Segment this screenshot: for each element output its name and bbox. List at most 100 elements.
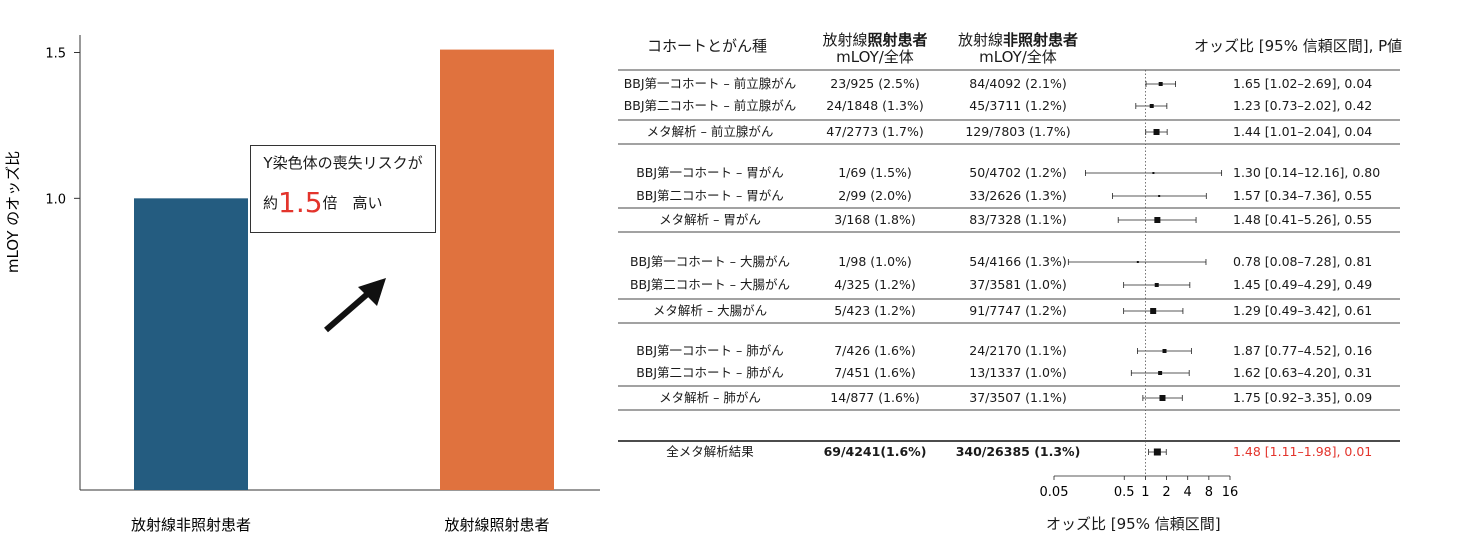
row-nonirradiated: 91/7747 (1.2%) xyxy=(969,303,1067,318)
x-tick-labels: 放射線非照射患者 放射線照射患者 xyxy=(131,516,550,534)
row-label: BBJ第一コホート – 前立腺がん xyxy=(623,76,797,91)
point-estimate xyxy=(1158,371,1163,375)
row-label: メタ解析 – 肺がん xyxy=(659,390,761,405)
callout-suffix: 倍 高い xyxy=(322,194,383,212)
row-label: BBJ第二コホート – 胃がん xyxy=(636,188,784,203)
row-odds-ratio: 1.29 [0.49–3.42], 0.61 xyxy=(1233,303,1373,318)
callout-line2: 約1.5倍 高い xyxy=(263,186,383,219)
ci-row-6 xyxy=(1117,217,1197,223)
header-nonirradiated-bold: 非照射患者 xyxy=(1003,31,1079,49)
row-nonirradiated: 37/3581 (1.0%) xyxy=(969,277,1067,292)
ci-row-3 xyxy=(1145,129,1168,135)
point-estimate xyxy=(1158,195,1161,197)
callout-line1: Y染色体の喪失リスクが xyxy=(263,154,423,172)
point-estimate xyxy=(1162,349,1167,353)
ci-row-5 xyxy=(1112,193,1207,199)
x-tick-label: 2 xyxy=(1162,485,1170,500)
header-nonirradiated-pre: 放射線 xyxy=(957,31,1003,49)
forest-plot: コホートとがん種 放射線照射患者 mLOY/全体 放射線非照射患者 mLOY/全… xyxy=(600,0,1473,539)
x-tick-label: 1 xyxy=(1141,485,1149,500)
total-irradiated: 69/4241(1.6%) xyxy=(823,444,927,459)
row-odds-ratio: 1.23 [0.73–2.02], 0.42 xyxy=(1233,98,1373,113)
header-irradiated-sub: mLOY/全体 xyxy=(836,48,914,66)
point-estimate xyxy=(1158,82,1163,86)
x-tick-label: 放射線非照射患者 xyxy=(131,516,251,534)
x-axis-title: オッズ比 [95% 信頼区間] xyxy=(1046,515,1221,533)
row-irradiated: 4/325 (1.2%) xyxy=(834,277,916,292)
header-irradiated-pre: 放射線 xyxy=(822,31,868,49)
row-label: BBJ第一コホート – 胃がん xyxy=(636,165,784,180)
header-nonirradiated-sub: mLOY/全体 xyxy=(979,48,1057,66)
row-label: メタ解析 – 前立腺がん xyxy=(646,124,774,139)
total-odds-ratio: 1.48 [1.11–1.98], 0.01 xyxy=(1233,444,1373,459)
row-label: BBJ第二コホート – 肺がん xyxy=(636,365,784,380)
point-estimate xyxy=(1136,261,1139,263)
row-irradiated: 2/99 (2.0%) xyxy=(838,188,912,203)
point-estimate xyxy=(1154,283,1159,287)
ci-row-12 xyxy=(1142,395,1183,401)
callout-big-value: 1.5 xyxy=(278,186,323,219)
header-label: コホートとがん種 xyxy=(647,37,768,55)
row-odds-ratio: 1.48 [0.41–5.26], 0.55 xyxy=(1233,212,1373,227)
row-nonirradiated: 83/7328 (1.1%) xyxy=(969,212,1067,227)
ci-row-11 xyxy=(1130,370,1190,376)
header-odds-ratio: オッズ比 [95% 信頼区間], P値 xyxy=(1194,37,1403,55)
callout-prefix: 約 xyxy=(263,194,279,212)
bars xyxy=(134,49,554,491)
row-nonirradiated: 37/3507 (1.1%) xyxy=(969,390,1067,405)
ci-row-9 xyxy=(1123,308,1184,314)
row-label: BBJ第二コホート – 大腸がん xyxy=(629,277,791,292)
point-estimate xyxy=(1153,129,1160,135)
row-nonirradiated: 33/2626 (1.3%) xyxy=(969,188,1067,203)
row-irradiated: 23/925 (2.5%) xyxy=(830,76,920,91)
x-tick-label: 放射線照射患者 xyxy=(444,516,549,534)
point-estimate xyxy=(1150,308,1157,314)
row-label: メタ解析 – 胃がん xyxy=(659,212,761,227)
x-tick-label: 0.05 xyxy=(1040,485,1069,500)
row-nonirradiated: 129/7803 (1.7%) xyxy=(965,124,1071,139)
row-nonirradiated: 50/4702 (1.2%) xyxy=(969,165,1067,180)
y-axis-label: mLOY のオッズ比 xyxy=(4,151,22,273)
row-irradiated: 47/2773 (1.7%) xyxy=(826,124,924,139)
point-estimate xyxy=(1149,104,1154,108)
y-tick-label: 1.5 xyxy=(45,47,66,62)
ci-row-10 xyxy=(1137,348,1192,354)
row-label: BBJ第一コホート – 大腸がん xyxy=(629,254,791,269)
ci-total xyxy=(1148,448,1167,456)
row-nonirradiated: 45/3711 (1.2%) xyxy=(969,98,1067,113)
row-irradiated: 3/168 (1.8%) xyxy=(834,212,916,227)
x-tick-label: 16 xyxy=(1222,485,1239,500)
x-tick-label: 4 xyxy=(1184,485,1192,500)
row-odds-ratio: 1.44 [1.01–2.04], 0.04 xyxy=(1233,124,1373,139)
row-odds-ratio: 1.62 [0.63–4.20], 0.31 xyxy=(1233,365,1373,380)
bar-chart: 1.0 1.5 mLOY のオッズ比 放射線非照射患者 放射線照射患者 xyxy=(4,35,600,534)
point-estimate xyxy=(1152,172,1155,174)
row-irradiated: 1/98 (1.0%) xyxy=(838,254,912,269)
header-nonirradiated: 放射線非照射患者 mLOY/全体 xyxy=(943,32,1093,66)
row-odds-ratio: 1.30 [0.14–12.16], 0.80 xyxy=(1233,165,1381,180)
row-irradiated: 7/451 (1.6%) xyxy=(834,365,916,380)
row-irradiated: 14/877 (1.6%) xyxy=(830,390,920,405)
annotation-callout: Y染色体の喪失リスクが 約1.5倍 高い xyxy=(250,145,436,233)
ci-row-4 xyxy=(1085,170,1223,176)
up-arrow-icon xyxy=(324,278,386,333)
row-odds-ratio: 1.65 [1.02–2.69], 0.04 xyxy=(1233,76,1373,91)
row-irradiated: 1/69 (1.5%) xyxy=(838,165,912,180)
row-irradiated: 7/426 (1.6%) xyxy=(834,343,916,358)
y-ticks: 1.0 1.5 xyxy=(45,47,80,207)
row-odds-ratio: 1.75 [0.92–3.35], 0.09 xyxy=(1233,390,1373,405)
row-label: BBJ第一コホート – 肺がん xyxy=(636,343,784,358)
row-label: BBJ第二コホート – 前立腺がん xyxy=(623,98,797,113)
row-nonirradiated: 13/1337 (1.0%) xyxy=(969,365,1067,380)
row-label: メタ解析 – 大腸がん xyxy=(652,303,768,318)
row-odds-ratio: 0.78 [0.08–7.28], 0.81 xyxy=(1233,254,1373,269)
row-odds-ratio: 1.87 [0.77–4.52], 0.16 xyxy=(1233,343,1373,358)
point-estimate xyxy=(1154,217,1161,223)
row-irradiated: 5/423 (1.2%) xyxy=(834,303,916,318)
y-tick-label: 1.0 xyxy=(45,192,66,207)
header-irradiated: 放射線照射患者 mLOY/全体 xyxy=(810,32,940,66)
header-irradiated-bold: 照射患者 xyxy=(867,31,928,49)
ci-row-2 xyxy=(1135,103,1168,109)
total-nonirradiated: 340/26385 (1.3%) xyxy=(955,444,1081,459)
row-odds-ratio: 1.45 [0.49–4.29], 0.49 xyxy=(1233,277,1373,292)
